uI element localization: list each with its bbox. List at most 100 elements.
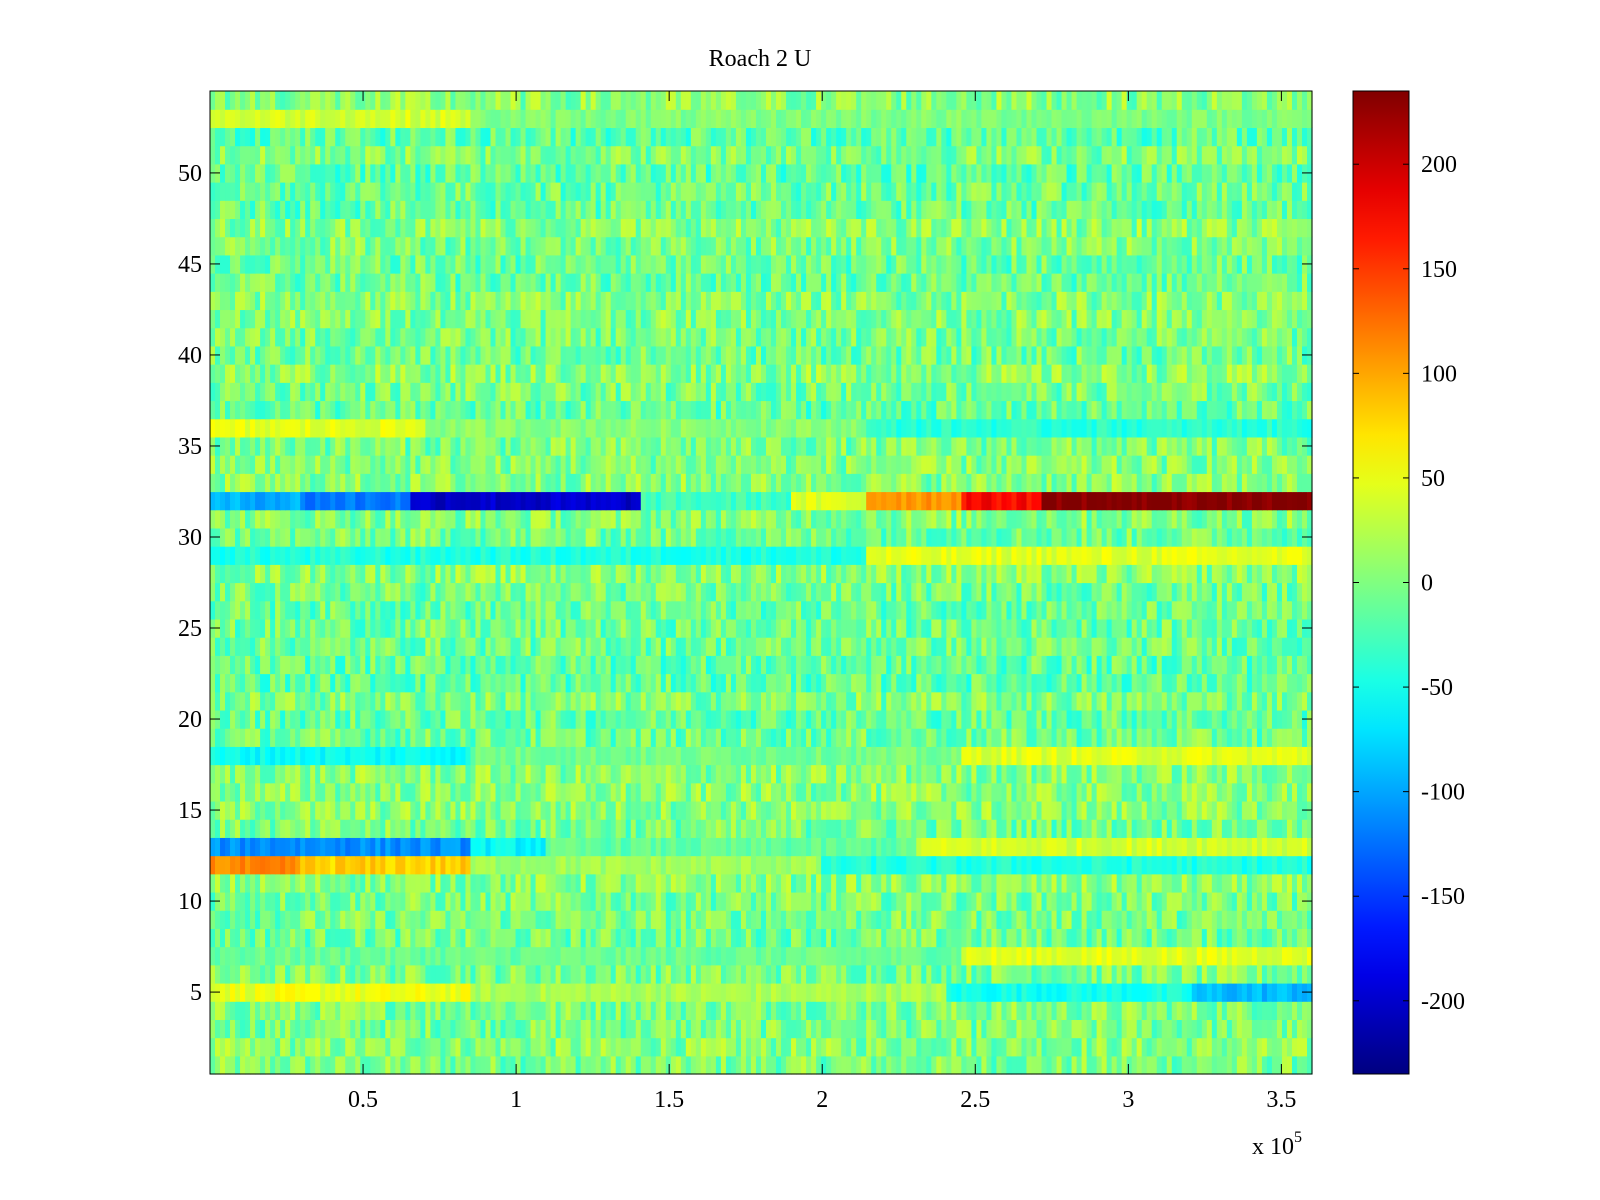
heatmap-cell [390, 1001, 396, 1020]
heatmap-cell [455, 800, 462, 820]
heatmap-cell [1101, 691, 1108, 711]
heatmap-cell [1291, 964, 1298, 984]
heatmap-cell [425, 1055, 431, 1075]
heatmap-cell [1291, 691, 1298, 711]
heatmap-cell [670, 1019, 677, 1039]
heatmap-cell [1036, 1037, 1043, 1057]
heatmap-cell [1261, 1037, 1268, 1057]
heatmap-cell [991, 691, 998, 711]
heatmap-cell [535, 709, 542, 729]
heatmap-cell [821, 873, 827, 893]
heatmap-cell [1201, 800, 1208, 820]
heatmap-cell [675, 910, 682, 929]
heatmap-cell [465, 746, 472, 766]
heatmap-cell [695, 709, 702, 729]
heatmap-cell [1306, 873, 1313, 893]
heatmap-cell [435, 1019, 442, 1039]
heatmap-cell [335, 800, 341, 820]
heatmap-cell [781, 673, 787, 693]
heatmap-cell [545, 837, 552, 857]
heatmap-cell [871, 855, 877, 875]
heatmap-cell [1236, 782, 1243, 802]
heatmap-cell [1306, 1037, 1313, 1057]
heatmap-cell [1101, 837, 1108, 857]
heatmap-cell [1286, 1037, 1293, 1057]
heatmap-cell [700, 946, 707, 966]
heatmap-cell [1306, 946, 1313, 966]
heatmap-cell [560, 1037, 567, 1057]
heatmap-cell [510, 709, 517, 729]
heatmap-cell [1036, 928, 1043, 948]
heatmap-cell [926, 837, 932, 857]
heatmap-cell [440, 728, 447, 747]
heatmap-cell [420, 728, 426, 747]
heatmap-cell [1016, 1019, 1023, 1039]
heatmap-cell [941, 728, 947, 747]
heatmap-cell [1056, 1055, 1063, 1075]
heatmap-cell [781, 891, 787, 911]
heatmap-cell [430, 800, 437, 820]
heatmap-cell [530, 1019, 537, 1039]
heatmap-cell [315, 1055, 321, 1075]
heatmap-cell [851, 728, 857, 747]
heatmap-cell [996, 1019, 1003, 1039]
heatmap-cell [645, 728, 652, 747]
heatmap-cell [1141, 746, 1148, 766]
heatmap-cell [345, 655, 351, 675]
heatmap-cell [861, 982, 867, 1002]
heatmap-cell [415, 728, 421, 747]
heatmap-cell [545, 1055, 552, 1075]
heatmap-cell [350, 728, 356, 747]
heatmap-cell [355, 928, 361, 948]
heatmap-cell [1071, 1055, 1078, 1075]
heatmap-cell [720, 910, 727, 929]
heatmap-cell [791, 1001, 797, 1020]
heatmap-cell [495, 873, 502, 893]
heatmap-cell [801, 746, 807, 766]
heatmap-cell [725, 1037, 732, 1057]
heatmap-cell [811, 891, 817, 911]
heatmap-cell [961, 1019, 967, 1039]
heatmap-cell [260, 873, 266, 893]
heatmap-cell [455, 673, 462, 693]
heatmap-cell [460, 1001, 467, 1020]
heatmap-cell [310, 800, 316, 820]
heatmap-cell [450, 673, 457, 693]
heatmap-cell [891, 691, 897, 711]
heatmap-cell [355, 709, 361, 729]
heatmap-cell [735, 691, 742, 711]
heatmap-cell [1086, 964, 1093, 984]
heatmap-cell [796, 691, 802, 711]
heatmap-cell [1036, 910, 1043, 929]
heatmap-cell [1176, 1055, 1183, 1075]
heatmap-cell [981, 873, 988, 893]
heatmap-cell [630, 928, 637, 948]
heatmap-cell [821, 691, 827, 711]
heatmap-cell [791, 837, 797, 857]
heatmap-cell [821, 709, 827, 729]
heatmap-cell [976, 709, 982, 729]
heatmap-cell [1046, 746, 1053, 766]
heatmap-cell [515, 782, 522, 802]
heatmap-cell [1176, 964, 1183, 984]
heatmap-cell [395, 1001, 401, 1020]
heatmap-cell [220, 691, 226, 711]
heatmap-cell [1051, 709, 1058, 729]
heatmap-cell [430, 873, 437, 893]
heatmap-cell [956, 1037, 962, 1057]
heatmap-cell [210, 1055, 216, 1075]
heatmap-cell [1256, 782, 1263, 802]
heatmap-cell [550, 837, 557, 857]
heatmap-cell [650, 1037, 657, 1057]
heatmap-cell [345, 1037, 351, 1057]
heatmap-cell [1031, 964, 1038, 984]
heatmap-cell [275, 928, 281, 948]
heatmap-cell [720, 1001, 727, 1020]
heatmap-cell [365, 1055, 371, 1075]
heatmap-cell [565, 1001, 572, 1020]
heatmap-cell [786, 891, 792, 911]
heatmap-cell [210, 928, 216, 948]
heatmap-cell [710, 800, 717, 820]
heatmap-cell [570, 1037, 577, 1057]
heatmap-cell [500, 910, 507, 929]
